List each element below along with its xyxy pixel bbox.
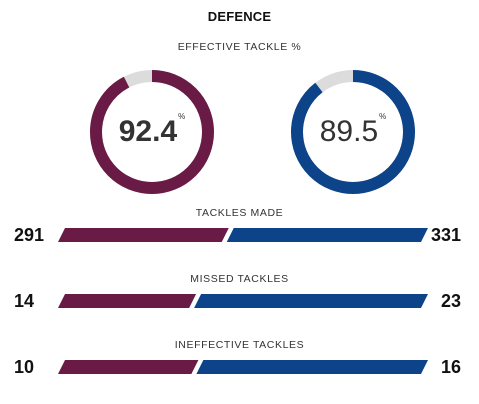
missed-tackles-label: MISSED TACKLES [190, 273, 289, 285]
missed-tackles-away: 23 [440, 291, 461, 311]
missed-tackles-home: 14 [14, 291, 35, 311]
home-bar [58, 294, 197, 308]
home-effective-number: 92.4 [118, 115, 178, 148]
tackles-made-bars [58, 228, 428, 242]
missed-tackles-row: 14 23 [0, 291, 479, 311]
tackles-made-away: 331 [430, 225, 461, 245]
home-bar [58, 360, 199, 374]
ineffective-tackles-home: 10 [14, 357, 35, 377]
home-effective-donut: 92.4% [82, 62, 222, 202]
away-effective-number: 89.5 [319, 115, 379, 148]
away-donut-arc [291, 70, 415, 194]
tackles-made-row: 291 331 [0, 225, 479, 245]
ineffective-tackles-label: INEFFECTIVE TACKLES [174, 339, 305, 351]
home-donut-arc [90, 70, 214, 194]
section-title: DEFENCE [207, 9, 272, 24]
away-bar [194, 294, 428, 308]
home-percent-symbol: % [178, 112, 186, 121]
missed-tackles-bars [58, 294, 428, 308]
effective-tackle-label: EFFECTIVE TACKLE % [177, 41, 302, 53]
home-donut-chart [90, 70, 214, 194]
away-donut-chart [291, 70, 415, 194]
home-bar [58, 228, 229, 242]
tackles-made-home: 291 [14, 225, 45, 245]
ineffective-tackles-away: 16 [440, 357, 461, 377]
ineffective-tackles-row: 10 16 [0, 357, 479, 377]
ineffective-tackles-bars [58, 360, 428, 374]
away-bar [196, 360, 428, 374]
away-effective-value: 89.5% [283, 62, 423, 202]
home-effective-value: 92.4% [82, 62, 222, 202]
away-bar [226, 228, 428, 242]
away-percent-symbol: % [379, 112, 387, 121]
away-effective-donut: 89.5% [283, 62, 423, 202]
tackles-made-label: TACKLES MADE [195, 207, 284, 219]
